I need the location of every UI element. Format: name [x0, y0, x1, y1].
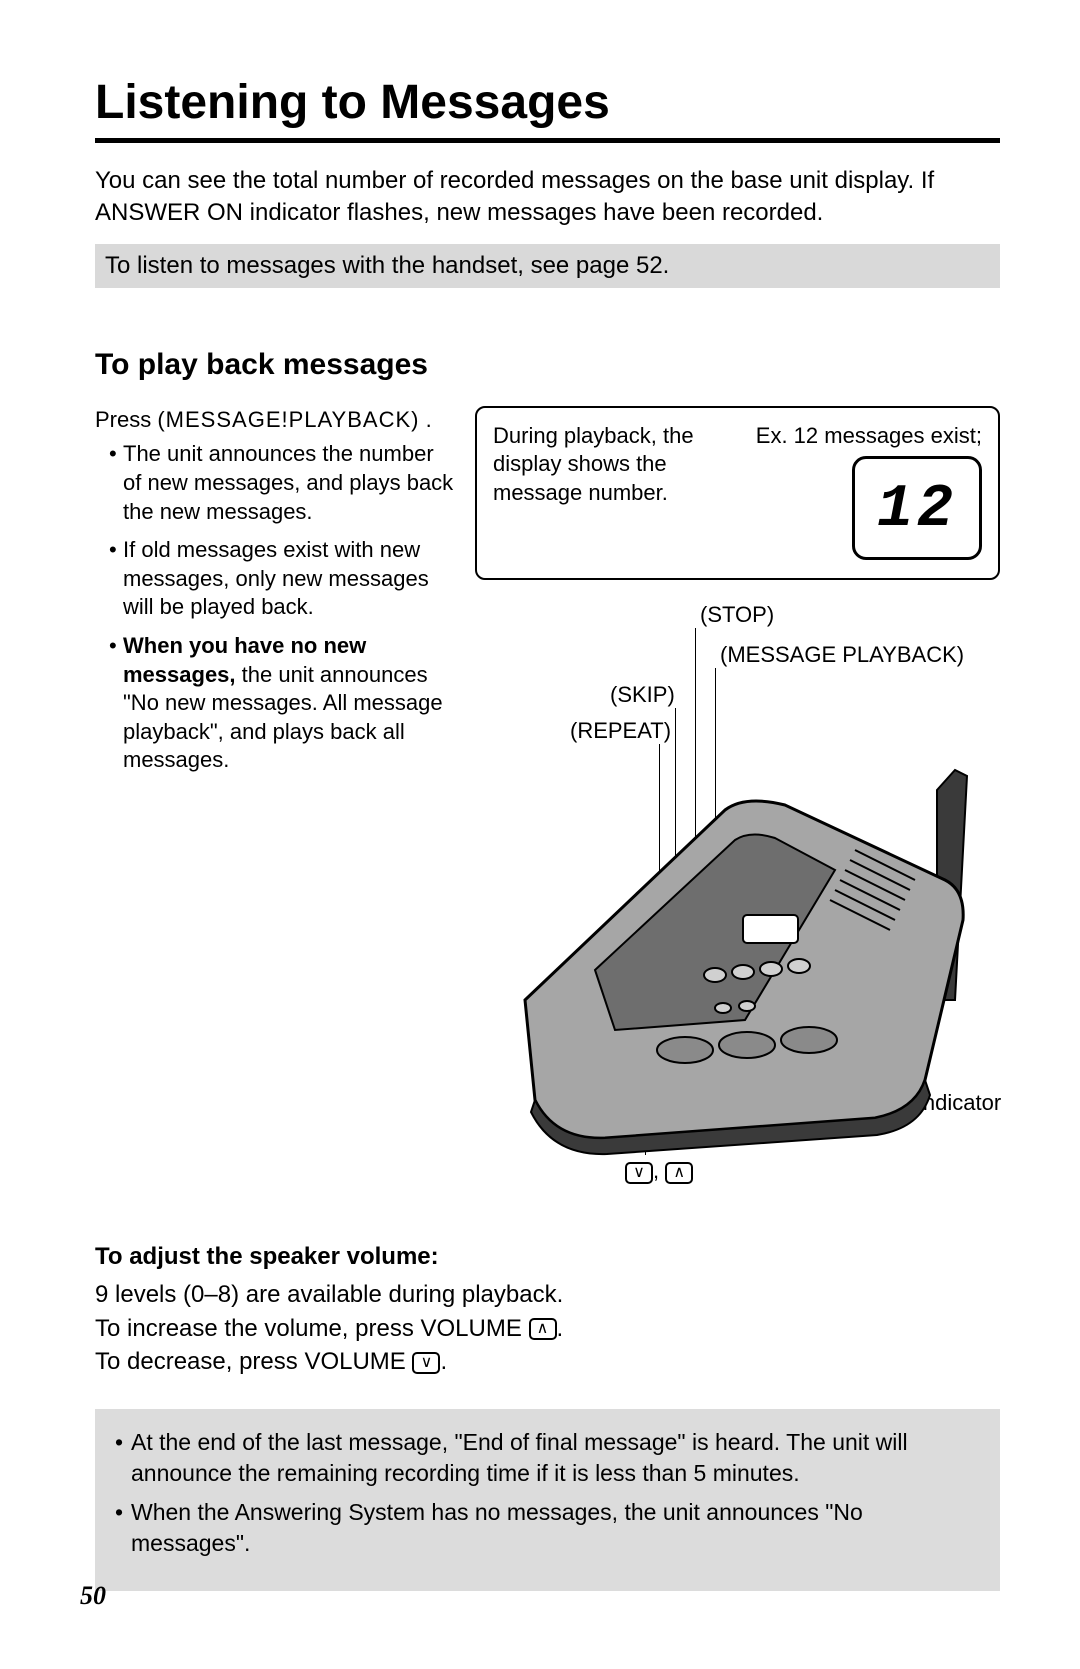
- phone-base-icon: [485, 740, 995, 1170]
- volume-line-2a: To increase the volume, press VOLUME: [95, 1315, 529, 1342]
- label-skip: (SKIP): [610, 682, 675, 708]
- diagram-column: During playback, the display shows the m…: [475, 406, 1000, 1211]
- display-callout-box: During playback, the display shows the m…: [475, 406, 1000, 581]
- note-2: When the Answering System has no message…: [115, 1497, 980, 1559]
- section-heading: To play back messages: [95, 348, 1000, 382]
- note-1: At the end of the last message, "End of …: [115, 1427, 980, 1489]
- note-bar: To listen to messages with the handset, …: [95, 244, 1000, 288]
- volume-line-3: To decrease, press VOLUME ∨.: [95, 1345, 1000, 1379]
- volume-instructions: To adjust the speaker volume: 9 levels (…: [95, 1240, 1000, 1378]
- notes-box: At the end of the last message, "End of …: [95, 1409, 1000, 1591]
- volume-line-3b: .: [440, 1348, 447, 1375]
- volume-line-3a: To decrease, press VOLUME: [95, 1348, 412, 1375]
- display-callout-text: During playback, the display shows the m…: [493, 422, 744, 508]
- title-rule: [95, 138, 1000, 143]
- bullet-1: The unit announces the number of new mes…: [109, 440, 455, 526]
- label-message-playback: (MESSAGE PLAYBACK): [720, 642, 964, 668]
- bullet-3: When you have no new messages, the unit …: [109, 632, 455, 775]
- volume-heading: To adjust the speaker volume:: [95, 1240, 1000, 1274]
- display-example-caption: Ex. 12 messages exist;: [756, 422, 982, 451]
- step-prefix: Press: [95, 407, 157, 432]
- lcd-display: 12: [852, 456, 982, 560]
- volume-line-2b: .: [557, 1315, 564, 1342]
- page-title: Listening to Messages: [95, 75, 1000, 130]
- lcd-value: 12: [877, 476, 957, 544]
- intro-text: You can see the total number of recorded…: [95, 165, 1000, 230]
- step-button-label: (MESSAGE!PLAYBACK): [157, 407, 419, 432]
- step-line: Press (MESSAGE!PLAYBACK) .: [95, 406, 455, 435]
- bullet-2: If old messages exist with new messages,…: [109, 536, 455, 622]
- instructions-column: Press (MESSAGE!PLAYBACK) . The unit anno…: [95, 406, 455, 1211]
- phone-diagram: (STOP) (MESSAGE PLAYBACK) (SKIP) (REPEAT…: [475, 600, 1000, 1210]
- page-number: 50: [80, 1581, 106, 1611]
- label-stop: (STOP): [700, 602, 774, 628]
- volume-down-icon: ∨: [412, 1352, 440, 1374]
- volume-line-1: 9 levels (0–8) are available during play…: [95, 1278, 1000, 1312]
- volume-up-icon: ∧: [529, 1318, 557, 1340]
- volume-line-2: To increase the volume, press VOLUME ∧.: [95, 1312, 1000, 1346]
- step-suffix: .: [419, 407, 431, 432]
